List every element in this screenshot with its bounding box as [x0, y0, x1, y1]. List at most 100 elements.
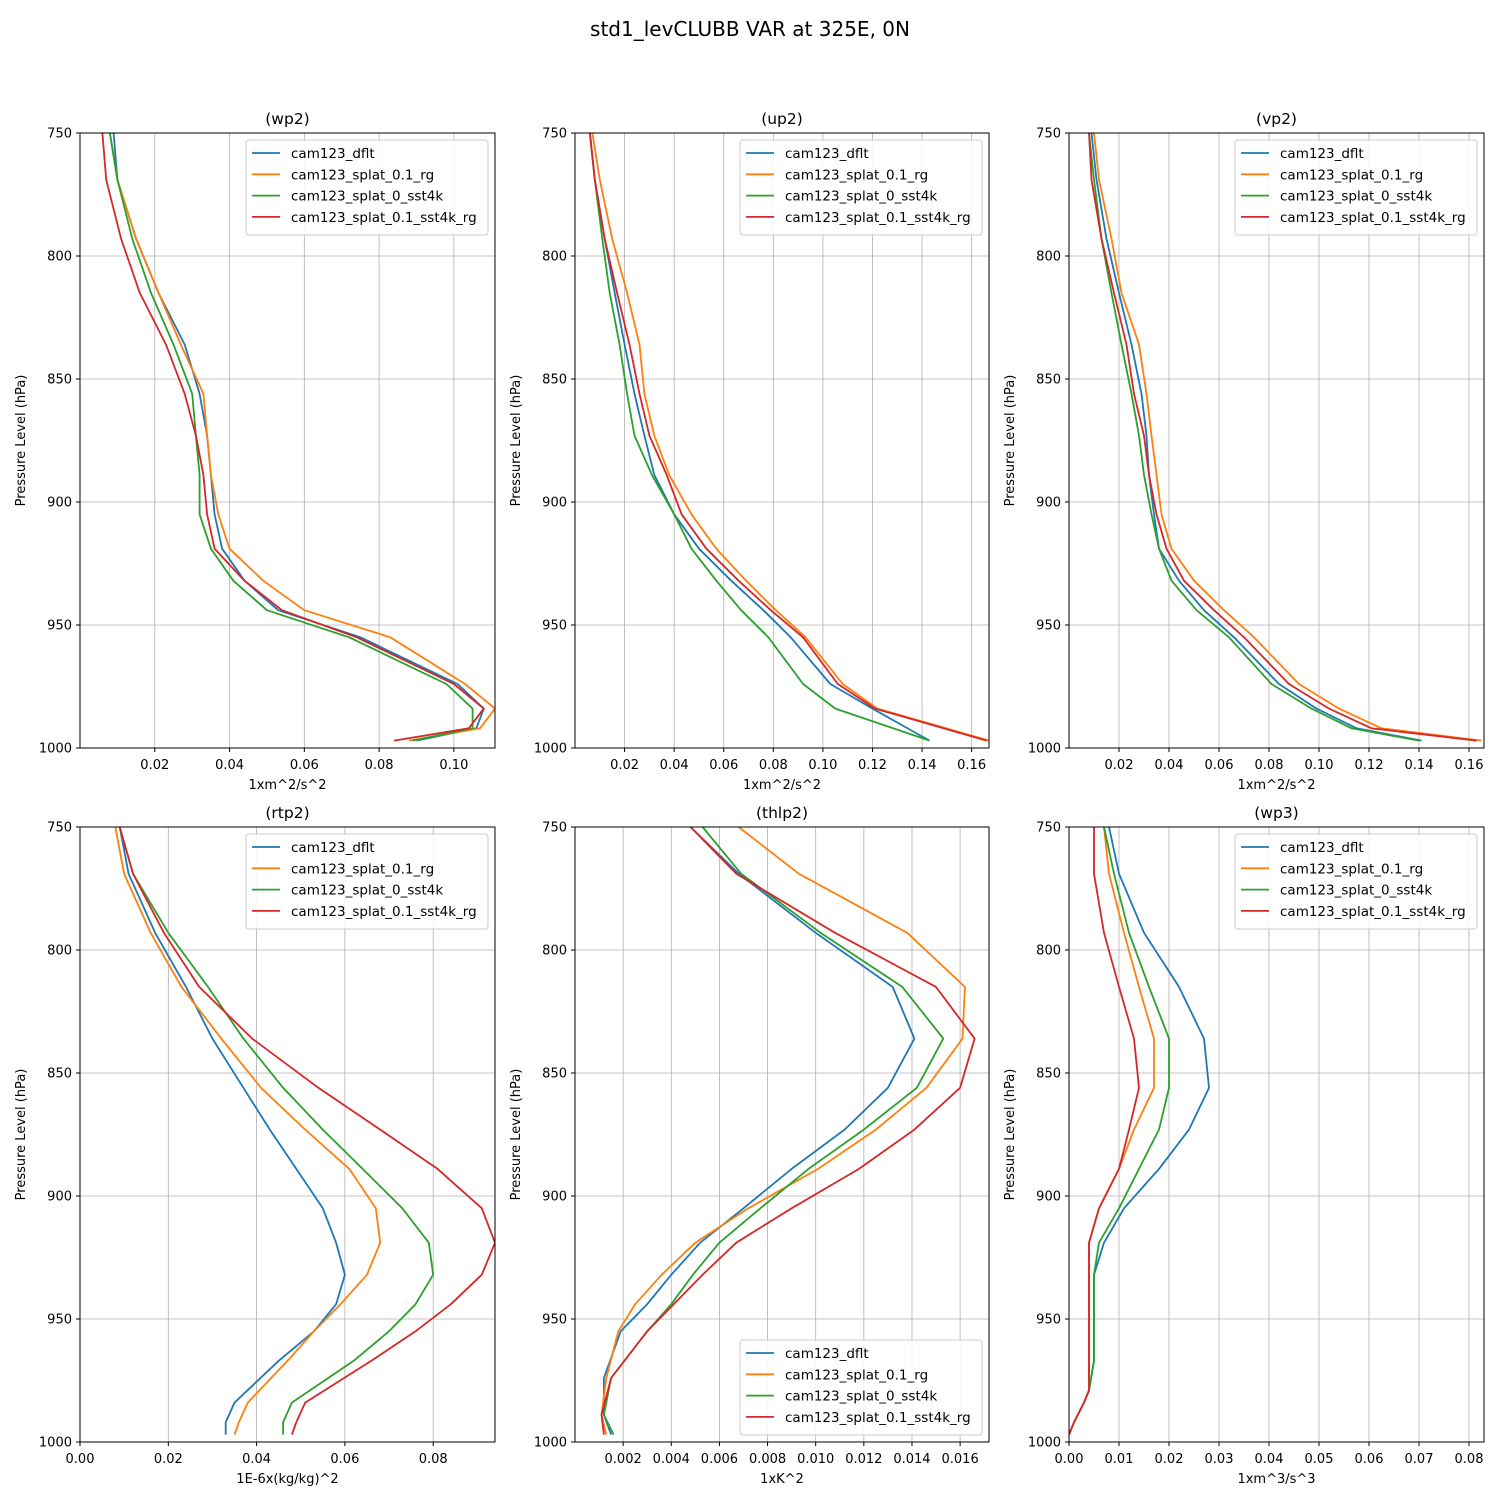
x-tick-label: 0.002	[605, 1452, 642, 1467]
x-tick-label: 0.07	[1405, 1452, 1434, 1467]
legend-label: cam123_splat_0_sst4k	[785, 1389, 937, 1405]
chart-panel-3: 0.02 0.04 0.06 0.08 0.10 0.12 0.14 0.16 750 800 85…	[1003, 110, 1485, 793]
y-tick-label: 850	[47, 1067, 72, 1082]
y-tick-label: 800	[542, 250, 567, 265]
y-tick-label: 750	[1036, 821, 1061, 836]
legend-label: cam123_dflt	[1280, 146, 1364, 162]
series-group	[101, 133, 495, 742]
x-tick-label: 0.06	[1355, 1452, 1384, 1467]
x-tick-label: 0.04	[215, 758, 244, 773]
series-line-cam123_splat_0.1_sst4k_rg	[1069, 827, 1140, 1435]
y-tick-label: 900	[47, 1190, 72, 1205]
x-tick-label: 0.14	[1405, 758, 1434, 773]
x-tick-label: 0.00	[66, 1452, 95, 1467]
x-tick-label: 0.05	[1305, 1452, 1334, 1467]
legend-label: cam123_dflt	[785, 146, 869, 162]
x-tick-label: 0.006	[701, 1452, 738, 1467]
series-group	[600, 827, 976, 1435]
legend-label: cam123_splat_0_sst4k	[291, 883, 443, 899]
legend-label: cam123_splat_0.1_rg	[1280, 861, 1423, 877]
x-axis-label: 1xm^2/s^2	[743, 778, 821, 793]
y-axis-label: Pressure Level (hPa)	[1003, 1069, 1018, 1201]
legend-label: cam123_splat_0_sst4k	[291, 189, 443, 205]
y-tick-label: 850	[542, 1067, 567, 1082]
y-tick-label: 900	[47, 496, 72, 511]
y-tick-label: 950	[542, 1313, 567, 1328]
series-group	[1088, 133, 1482, 742]
series-line-cam123_dflt	[1090, 133, 1422, 742]
legend: cam123_dflt cam123_splat_0.1_rg cam123_spl…	[739, 1339, 983, 1436]
legend: cam123_dflt cam123_splat_0.1_rg cam123_spl…	[739, 139, 983, 236]
y-tick-label: 800	[1036, 944, 1061, 959]
legend-box	[245, 139, 489, 236]
plot-frame	[1068, 826, 1485, 1443]
legend: cam123_dflt cam123_splat_0.1_rg cam123_spl…	[1234, 139, 1478, 236]
x-tick-label: 0.00	[1055, 1452, 1084, 1467]
panel-title: (rtp2)	[265, 804, 309, 822]
x-tick-label: 0.12	[1355, 758, 1384, 773]
series-line-cam123_splat_0_sst4k	[109, 133, 474, 742]
legend-label: cam123_dflt	[785, 1346, 869, 1362]
x-tick-label: 0.02	[140, 758, 169, 773]
x-tick-label: 0.08	[1255, 758, 1284, 773]
y-tick-label: 1000	[534, 742, 567, 757]
y-tick-label: 900	[1036, 1190, 1061, 1205]
y-tick-label: 750	[47, 821, 72, 836]
y-tick-label: 800	[542, 944, 567, 959]
y-tick-label: 800	[1036, 250, 1061, 265]
chart-panel-1: 0.02 0.04 0.06 0.08 0.10 750 800 850 900 950 1000 (…	[14, 110, 496, 793]
x-tick-label: 0.04	[660, 758, 689, 773]
x-tick-label: 0.08	[419, 1452, 448, 1467]
y-tick-label: 1000	[534, 1436, 567, 1451]
series-line-cam123_splat_0_sst4k	[589, 133, 930, 742]
x-tick-label: 0.004	[653, 1452, 690, 1467]
series-line-cam123_splat_0_sst4k	[1088, 133, 1420, 742]
y-tick-label: 800	[47, 250, 72, 265]
legend-box	[739, 139, 983, 236]
panel-title: (up2)	[761, 110, 803, 128]
series-line-cam123_splat_0.1_sst4k_rg	[600, 827, 976, 1435]
series-group	[589, 133, 989, 742]
series-line-cam123_splat_0.1_rg	[1093, 133, 1482, 742]
x-tick-label: 0.10	[1305, 758, 1334, 773]
panel-title: (wp3)	[1254, 804, 1298, 822]
x-axis-label: 1xm^2/s^2	[1237, 778, 1315, 793]
y-axis-label: Pressure Level (hPa)	[14, 375, 29, 507]
x-tick-label: 0.04	[1255, 1452, 1284, 1467]
x-tick-label: 0.02	[154, 1452, 183, 1467]
y-tick-label: 950	[47, 1313, 72, 1328]
y-tick-label: 1000	[1028, 742, 1061, 757]
legend: cam123_dflt cam123_splat_0.1_rg cam123_spl…	[1234, 833, 1478, 930]
y-tick-label: 950	[1036, 619, 1061, 634]
legend-label: cam123_splat_0.1_sst4k_rg	[785, 1410, 971, 1426]
x-tick-label: 0.10	[808, 758, 837, 773]
panels: 0.02 0.04 0.06 0.08 0.10 750 800 850 900 950 1000 (…	[14, 110, 1485, 1487]
x-tick-label: 0.04	[242, 1452, 271, 1467]
chart-panel-2: 0.02 0.04 0.06 0.08 0.10 0.12 0.14 0.16 750 800 85…	[509, 110, 990, 793]
series-line-cam123_splat_0_sst4k	[118, 827, 435, 1435]
series-line-cam123_splat_0.1_sst4k_rg	[1088, 133, 1477, 742]
x-tick-label: 0.08	[759, 758, 788, 773]
y-tick-label: 750	[542, 821, 567, 836]
series-line-cam123_splat_0.1_rg	[591, 133, 989, 742]
x-tick-label: 0.014	[893, 1452, 930, 1467]
series-line-cam123_splat_0.1_sst4k_rg	[589, 133, 987, 742]
x-tick-label: 0.04	[1155, 758, 1184, 773]
panel-title: (thlp2)	[756, 804, 808, 822]
x-axis-label: 1xm^3/s^3	[1237, 1472, 1315, 1487]
y-tick-label: 750	[47, 127, 72, 142]
x-tick-label: 0.06	[290, 758, 319, 773]
y-tick-label: 750	[542, 127, 567, 142]
y-tick-label: 1000	[39, 1436, 72, 1451]
series-group	[1069, 827, 1210, 1435]
legend-box	[739, 1339, 983, 1436]
y-tick-label: 1000	[39, 742, 72, 757]
legend-label: cam123_dflt	[291, 146, 375, 162]
x-tick-label: 0.016	[942, 1452, 979, 1467]
legend-label: cam123_splat_0.1_rg	[291, 167, 434, 183]
legend-label: cam123_splat_0.1_rg	[785, 1367, 928, 1383]
x-tick-label: 0.12	[858, 758, 887, 773]
x-axis-label: 1xK^2	[760, 1472, 804, 1487]
